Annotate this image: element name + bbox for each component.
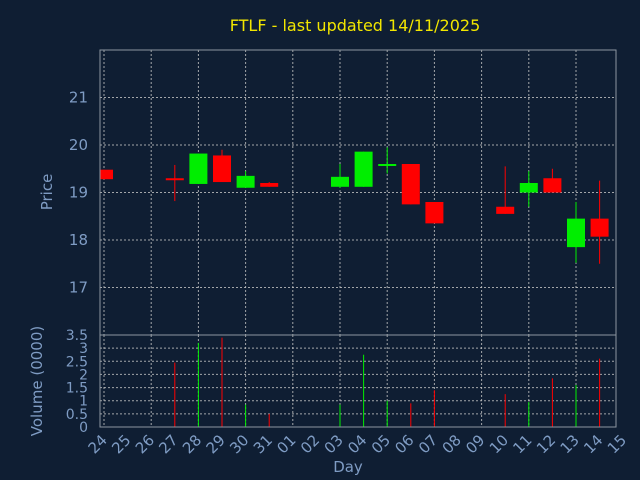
candle-body [378, 164, 397, 166]
x-tick-label: 11 [509, 431, 535, 457]
volume-axis-label: Volume (0000) [28, 326, 46, 436]
x-tick-label: 25 [108, 431, 134, 457]
x-tick-label: 01 [273, 431, 299, 457]
volume-tick-label: 2.5 [66, 354, 88, 370]
x-tick-label: 10 [486, 431, 512, 457]
x-tick-label: 07 [415, 431, 441, 457]
x-tick-label: 08 [439, 431, 465, 457]
volume-bars [174, 337, 601, 427]
x-tick-label: 14 [580, 431, 606, 457]
candle-body [401, 164, 420, 205]
volume-tick-label: 3 [79, 341, 88, 357]
price-y-ticks: 17 18 19 20 21 [69, 89, 88, 297]
candle-body [236, 175, 255, 188]
candle-body [331, 176, 349, 187]
volume-tick-label: 1.5 [66, 381, 88, 397]
candle-body [590, 218, 609, 237]
x-ticks: 2425262728293031010203040506070809101112… [85, 431, 630, 457]
x-tick-label: 04 [344, 431, 370, 457]
candle-body [165, 178, 184, 181]
x-tick-label: 12 [533, 431, 559, 457]
volume-tick-label: 1 [79, 394, 88, 410]
price-grid [100, 50, 616, 335]
x-tick-label: 28 [179, 431, 205, 457]
price-axis-label: Price [38, 174, 56, 211]
price-tick-label: 19 [69, 184, 88, 202]
x-tick-label: 05 [368, 431, 394, 457]
candle-body [189, 153, 208, 184]
price-tick-label: 18 [69, 231, 88, 249]
candle-body [567, 218, 585, 248]
candle-body [543, 178, 562, 193]
volume-tick-label: 3.5 [66, 328, 88, 344]
price-tick-label: 21 [69, 89, 88, 107]
candles [100, 147, 609, 264]
x-tick-label: 29 [203, 431, 229, 457]
x-tick-label: 26 [132, 431, 158, 457]
price-tick-label: 17 [69, 279, 88, 297]
x-tick-label: 02 [297, 431, 323, 457]
candle-body [519, 183, 538, 193]
volume-tick-label: 0.5 [66, 407, 88, 423]
candle-body [496, 206, 515, 214]
candle-body [213, 155, 231, 183]
chart-title: FTLF - last updated 14/11/2025 [230, 16, 481, 35]
volume-tick-label: 0 [79, 420, 88, 436]
candle-body [100, 169, 113, 180]
x-tick-label: 15 [604, 431, 630, 457]
x-tick-label: 09 [462, 431, 488, 457]
x-axis-label: Day [333, 458, 363, 476]
candle-body [425, 202, 444, 224]
candle-body [260, 183, 279, 187]
x-tick-label: 31 [250, 431, 276, 457]
volume-panel-frame [99, 334, 617, 428]
x-tick-label: 03 [321, 431, 347, 457]
x-tick-label: 06 [391, 431, 417, 457]
candle-body [354, 151, 373, 187]
x-tick-label: 24 [85, 431, 111, 457]
x-tick-label: 30 [226, 431, 252, 457]
volume-y-ticks: 00.511.522.533.5 [66, 328, 88, 436]
volume-tick-label: 2 [79, 367, 88, 383]
x-tick-label: 13 [557, 431, 583, 457]
x-tick-label: 27 [155, 431, 181, 457]
volume-grid [100, 334, 616, 428]
price-tick-label: 20 [69, 136, 88, 154]
